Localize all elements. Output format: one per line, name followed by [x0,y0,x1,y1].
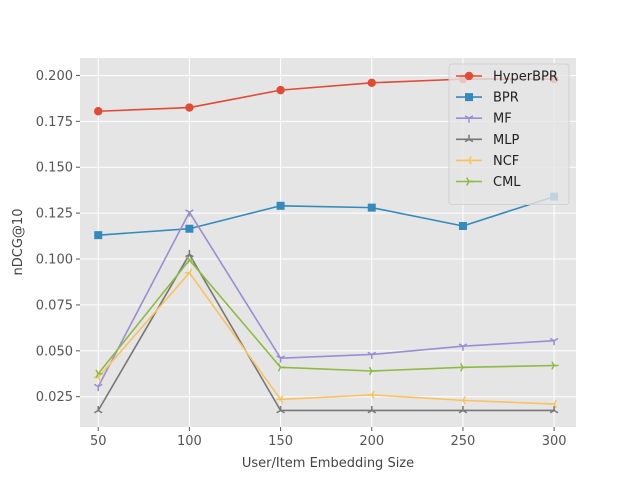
legend-label-ncf: NCF [493,154,519,169]
data-point-mf [93,383,103,392]
data-point-hyperbpr [94,107,103,116]
series-line-mf [97,211,555,387]
legend-marker-mlp [464,134,474,143]
data-point-ncf [184,268,193,278]
data-point-cml [95,369,103,379]
data-point-mf [367,351,377,359]
legend-label-mlp: MLP [493,133,519,148]
data-point-bpr [94,231,103,240]
x-axis-title: User/Item Embedding Size [242,456,414,471]
data-point-hyperbpr [276,85,285,95]
series-lines [97,78,555,412]
legend-marker-mf [464,115,474,123]
data-point-mlp [458,405,468,414]
data-point-cml [460,363,468,372]
legend-label-mf: MF [493,112,512,127]
y-axis: 0.025 0.050 0.075 0.100 0.125 0.150 0.175 0.200 [36,69,80,405]
legend-marker-ncf [464,156,472,165]
x-tick-label: 300 [542,434,567,449]
data-point-mlp [276,405,285,414]
y-tick-label: 0.150 [36,161,73,176]
data-point-ncf [276,395,284,404]
data-point-cml [186,255,194,265]
x-tick-label: 50 [90,434,107,449]
series-line-mlp [97,253,555,412]
grid-lines [80,58,576,427]
x-tick-label: 150 [268,434,293,449]
data-point-mlp [549,405,559,414]
data-point-mlp [367,405,377,414]
y-tick-label: 0.200 [36,69,73,84]
data-point-hyperbpr [367,78,376,87]
legend-box [448,63,570,206]
y-tick-label: 0.125 [36,207,73,222]
legend-label-bpr: BPR [493,91,519,106]
y-tick-label: 0.050 [36,344,73,359]
series-line-bpr [98,195,555,236]
x-tick-label: 250 [451,434,476,449]
data-point-bpr [367,203,376,212]
data-point-mf [185,209,194,217]
data-point-bpr [185,224,194,233]
x-tick-label: 200 [359,434,384,449]
x-axis: 50 100 150 200 250 300 [90,427,567,449]
legend-marker-bpr [465,93,473,102]
legend-label-hyperbpr: HyperBPR [493,70,558,85]
data-point-cml [277,363,286,372]
legend-label-cml: CML [493,175,521,190]
x-tick-label: 100 [177,434,202,449]
data-point-bpr [458,221,467,230]
data-point-ncf [549,399,558,409]
data-point-mlp [185,249,194,258]
data-point-bpr [276,201,285,210]
series-line-cml [97,259,555,375]
y-tick-label: 0.175 [36,115,73,130]
series-line-ncf [97,271,555,405]
y-tick-label: 0.075 [36,298,73,313]
data-point-mf [276,355,285,363]
data-point-mf [549,337,559,346]
data-point-hyperbpr [185,103,194,112]
data-point-cml [368,366,377,376]
data-point-mlp [93,405,103,414]
y-tick-label: 0.025 [36,390,73,405]
legend-marker-hyperbpr [464,71,474,81]
legend-marker-cml [466,177,474,186]
y-tick-label: 0.100 [36,253,73,268]
y-axis-title: nDCG@10 [11,209,26,276]
data-point-ncf [458,396,466,405]
data-point-ncf [367,390,375,400]
data-point-cml [551,361,559,370]
legend: HyperBPR BPR MF MLP NCF CML [448,63,570,206]
data-point-mf [458,343,468,351]
